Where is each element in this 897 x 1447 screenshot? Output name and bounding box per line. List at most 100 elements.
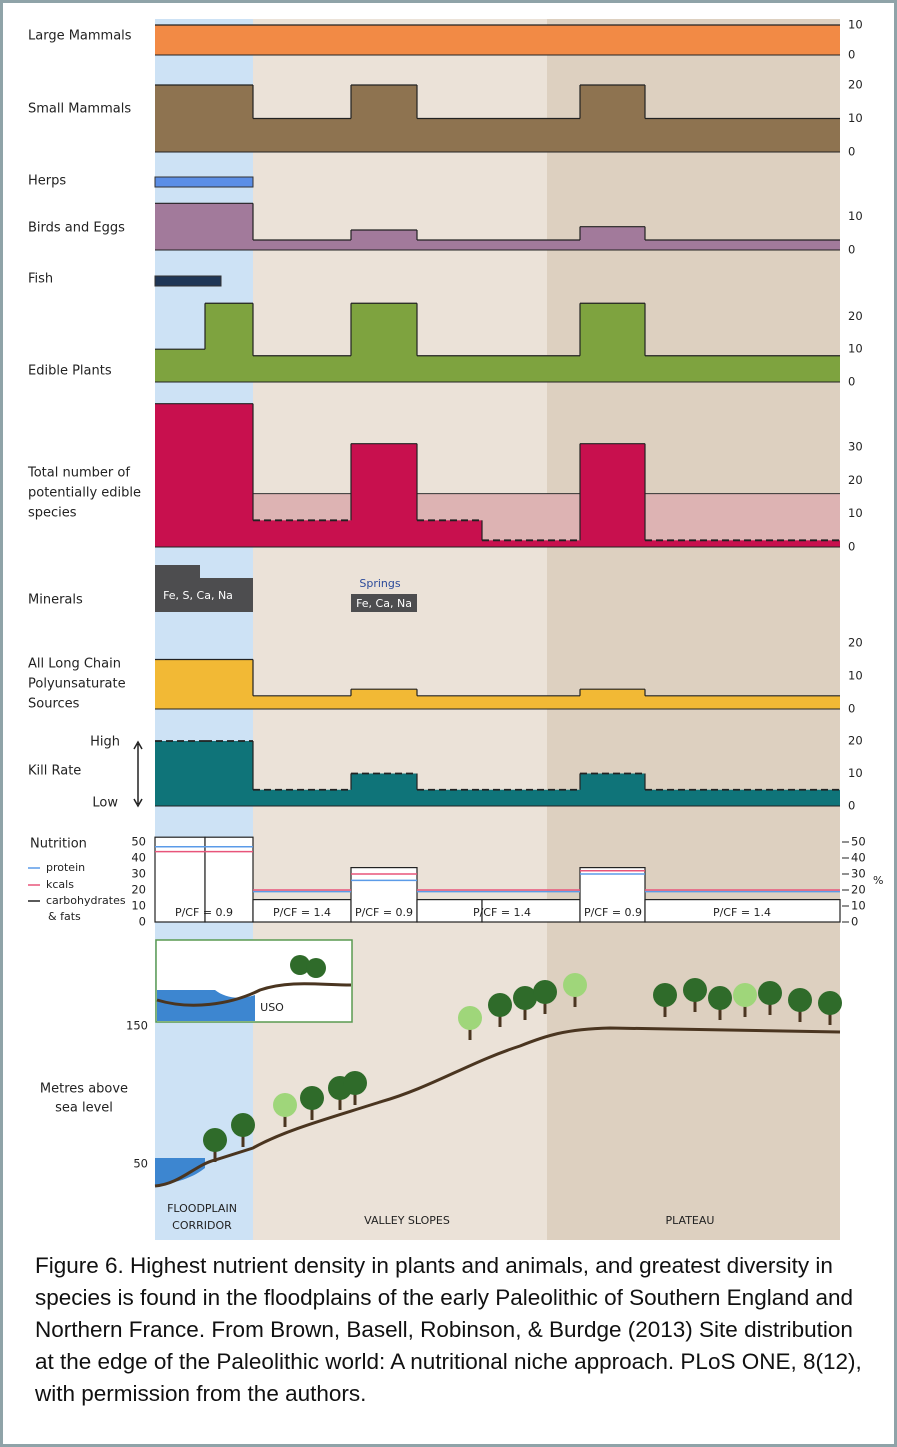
nutrition-label: Nutrition <box>30 837 87 852</box>
row-label: Kill Rate <box>28 764 81 779</box>
step-bar <box>580 443 645 547</box>
zone-floodplain <box>155 19 253 1240</box>
presence-bar <box>154 176 254 188</box>
tree-crown <box>458 1006 482 1030</box>
step-bar <box>253 355 351 382</box>
legend-label: & fats <box>48 910 81 923</box>
step-bar <box>645 118 840 152</box>
y-tick-label: 20 <box>848 734 863 748</box>
y-tick-label: 150 <box>126 1019 148 1033</box>
step-bar <box>482 695 580 709</box>
step-bar <box>155 741 205 806</box>
step-bar <box>482 789 580 806</box>
zone-label: PLATEAU <box>666 1214 715 1227</box>
step-bar <box>253 520 351 547</box>
row-label: Sources <box>28 697 80 712</box>
inset-label: USO <box>260 1001 284 1014</box>
tree-crown <box>653 983 677 1007</box>
step-bar <box>253 25 351 55</box>
ratio-label: P/CF = 0.9 <box>355 906 413 919</box>
step-bar <box>417 695 482 709</box>
step-bar <box>482 25 580 55</box>
zone-plateau <box>547 19 840 1240</box>
y-tick-label: 40 <box>131 851 146 865</box>
row-label: Fish <box>28 272 53 287</box>
mineral-note: Fe, Ca, Na <box>356 597 412 610</box>
step-bar <box>253 789 351 806</box>
scale-label: High <box>90 735 120 750</box>
zone-valley <box>253 19 547 1240</box>
step-bar <box>205 85 253 152</box>
tree-crown <box>203 1128 227 1152</box>
ratio-label: P/CF = 1.4 <box>473 906 531 919</box>
legend-label: carbohydrates <box>46 894 126 907</box>
y-tick-label: 0 <box>848 243 855 257</box>
step-bar <box>351 230 417 250</box>
step-bar <box>351 773 417 806</box>
tree-crown <box>488 993 512 1017</box>
inset-tree <box>306 958 326 978</box>
y-tick-label: 30 <box>131 867 146 881</box>
row-label: Birds and Eggs <box>28 221 125 236</box>
step-bar <box>645 240 840 250</box>
tree-crown <box>273 1093 297 1117</box>
caption: Figure 6. Highest nutrient density in pl… <box>35 1253 862 1406</box>
step-bar <box>205 203 253 250</box>
step-bar <box>482 118 580 152</box>
y-tick-label: 30 <box>848 440 863 454</box>
ratio-label: P/CF = 0.9 <box>175 906 233 919</box>
water <box>155 1158 205 1185</box>
scale-label: Low <box>92 796 118 811</box>
step-bar <box>253 240 351 250</box>
scale-arrow <box>133 740 143 808</box>
y-tick-label: 20 <box>848 78 863 92</box>
step-bar <box>253 118 351 152</box>
elevation-label: sea level <box>55 1101 113 1116</box>
step-bar <box>417 355 482 382</box>
row-label: Herps <box>28 174 66 189</box>
step-bar <box>205 741 253 806</box>
step-bar <box>155 659 205 709</box>
y-tick-label: 20 <box>131 883 146 897</box>
elevation-label: Metres above <box>40 1082 128 1097</box>
y-tick-label: 10 <box>848 342 863 356</box>
step-bar <box>580 226 645 250</box>
y-tick-label: 0 <box>848 48 855 62</box>
row-label: All Long Chain <box>28 657 121 672</box>
row-label: Small Mammals <box>28 102 131 117</box>
y-tick-label: 0 <box>139 915 146 929</box>
legend-label: kcals <box>46 878 74 891</box>
y-tick-label: 10 <box>848 111 863 125</box>
step-bar <box>205 25 253 55</box>
tree-crown <box>758 981 782 1005</box>
step-bar <box>482 355 580 382</box>
row-label: Large Mammals <box>28 29 132 44</box>
mineral-block <box>155 565 253 612</box>
step-bar <box>645 789 840 806</box>
step-bar <box>580 689 645 709</box>
tree-crown <box>818 991 842 1015</box>
unit-label: % <box>873 874 883 887</box>
ratio-label: P/CF = 0.9 <box>584 906 642 919</box>
y-tick-label: 50 <box>851 835 866 849</box>
row-label: Edible Plants <box>28 364 112 379</box>
step-bar <box>580 85 645 152</box>
nutrition-box <box>644 898 841 923</box>
step-bar <box>417 789 482 806</box>
step-bar <box>155 403 205 547</box>
background-bar <box>482 493 580 547</box>
y-tick-label: 30 <box>851 867 866 881</box>
y-tick-label: 0 <box>848 145 855 159</box>
row-label: Minerals <box>28 593 83 608</box>
springs-label: Springs <box>359 577 400 590</box>
step-bar <box>351 689 417 709</box>
nutrition-box <box>579 866 646 923</box>
step-bar <box>580 303 645 382</box>
y-tick-label: 10 <box>131 899 146 913</box>
step-bar <box>580 773 645 806</box>
step-bar <box>417 520 482 547</box>
step-bar <box>205 659 253 709</box>
y-tick-label: 20 <box>851 883 866 897</box>
